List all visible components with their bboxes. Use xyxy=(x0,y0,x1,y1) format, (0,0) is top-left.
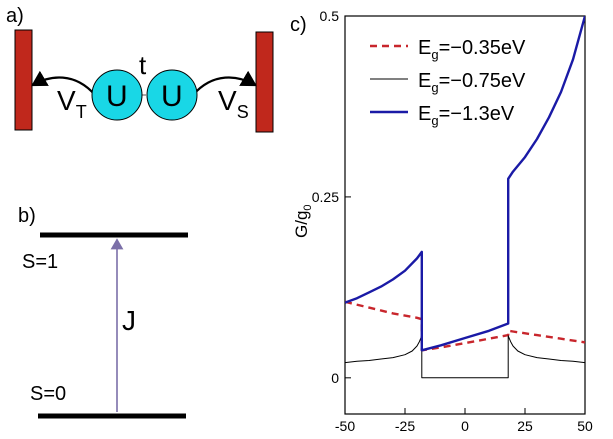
left-lead xyxy=(14,29,33,131)
right-site-label: U xyxy=(161,80,183,113)
y-tick-label: 0.25 xyxy=(312,189,339,205)
series-line-3 xyxy=(345,16,585,352)
upper-state-label: S=1 xyxy=(22,251,58,273)
y-ticks: 0 0.25 0.5 xyxy=(312,8,351,386)
series-line-2 xyxy=(345,335,585,379)
left-site xyxy=(91,69,143,121)
legend-entry-3: Eg=−1.3eV xyxy=(418,103,515,128)
panel-c: c) G/g0 00.250.5 -50 -25 0 25 50 Eg=−0.35eVE… xyxy=(290,8,593,434)
panel-b: b) S=1 S=0 J xyxy=(18,205,188,419)
y-tick-label: 0.5 xyxy=(320,8,340,24)
lower-state-label: S=0 xyxy=(30,383,66,405)
right-site xyxy=(146,69,198,121)
legend-entry-1: Eg=−0.35eV xyxy=(418,37,526,62)
legend-entry-2: Eg=−0.75eV xyxy=(418,70,526,95)
x-tick-label: -25 xyxy=(395,418,415,434)
left-coupling-arrow xyxy=(31,70,96,96)
right-lead xyxy=(255,31,274,133)
panel-a-label: a) xyxy=(6,5,24,27)
x-tick-label: -50 xyxy=(335,418,355,434)
y-axis-label: G/g0 xyxy=(292,204,314,238)
panel-b-label: b) xyxy=(18,205,36,227)
panel-c-label: c) xyxy=(290,14,307,36)
hopping-label: t xyxy=(139,50,147,80)
left-coupling-label: VT xyxy=(57,85,87,122)
series-layer xyxy=(345,16,585,379)
right-coupling-label: VS xyxy=(218,85,249,122)
x-ticks: -50 -25 0 25 50 xyxy=(335,408,593,434)
right-coupling-arrow xyxy=(192,70,257,96)
y-tick-label: 0 xyxy=(331,370,339,386)
left-site-label: U xyxy=(106,80,128,113)
series-line-1 xyxy=(345,300,585,352)
panel-a: a) U U t VT VS xyxy=(6,5,274,133)
x-tick-label: 50 xyxy=(577,418,593,434)
gap-label: J xyxy=(122,305,136,336)
x-tick-label: 25 xyxy=(517,418,533,434)
legend: Eg=−0.35eV Eg=−0.75eV Eg=−1.3eV xyxy=(370,37,526,128)
x-tick-label: 0 xyxy=(461,418,469,434)
